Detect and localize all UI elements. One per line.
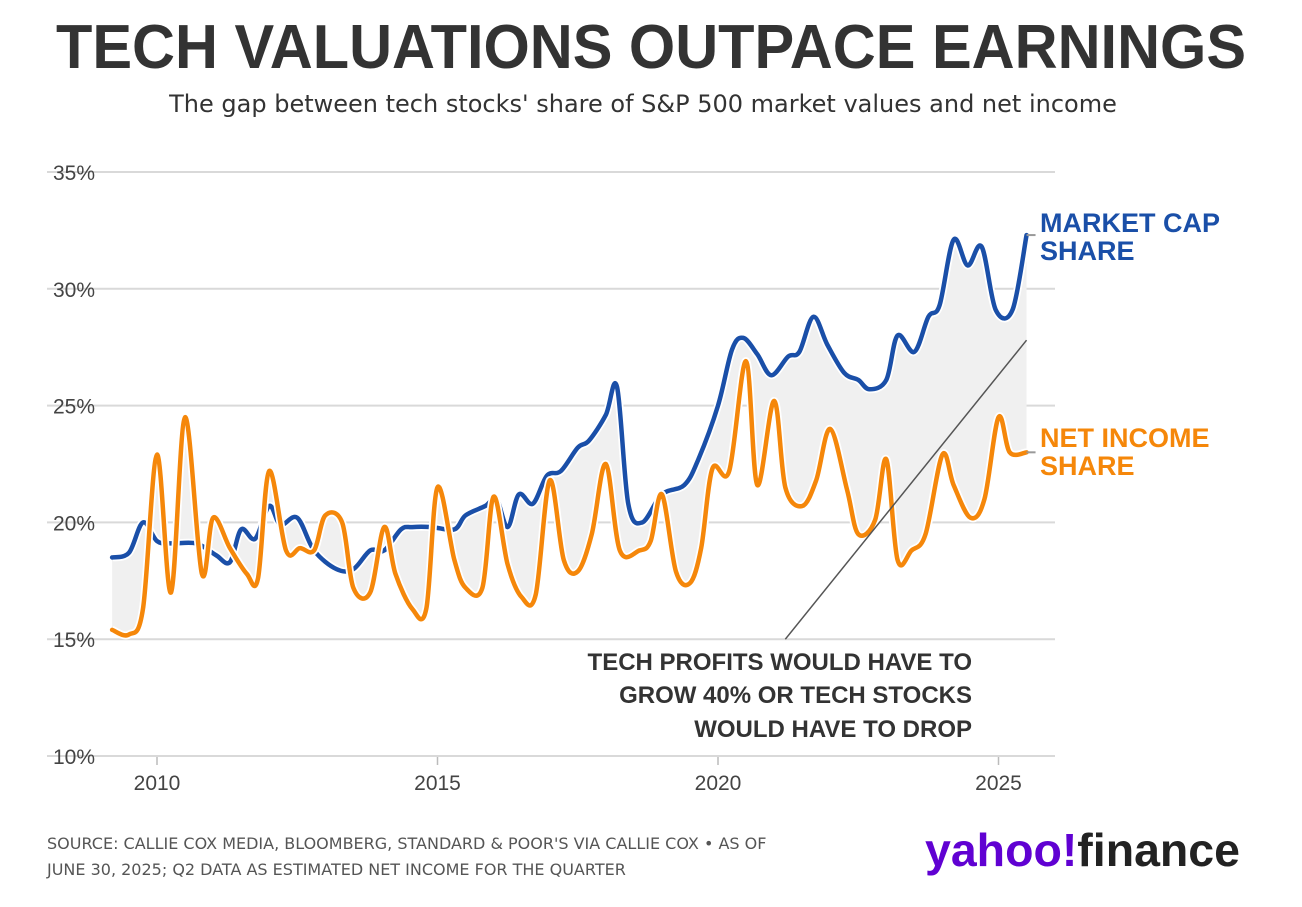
x-tick-label: 2010 (134, 772, 181, 795)
y-tick-label: 15% (53, 629, 95, 652)
annotation-line-2: GROW 40% OR TECH STOCKS (619, 682, 972, 709)
chart-subtitle: The gap between tech stocks' share of S&… (168, 90, 1117, 118)
source-line-2: JUNE 30, 2025; Q2 DATA AS ESTIMATED NET … (46, 860, 626, 879)
x-tick-label: 2020 (695, 772, 742, 795)
x-tick-label: 2015 (414, 772, 461, 795)
y-tick-label: 25% (53, 396, 95, 419)
label-net-income-line-1: NET INCOME (1040, 423, 1210, 453)
annotation-pointer (784, 339, 1028, 640)
net-income-line (109, 358, 1029, 638)
y-tick-label: 30% (53, 279, 95, 302)
yahoo-finance-logo: yahoo!finance (925, 824, 1240, 876)
x-axis: 2010 2015 2020 2025 (134, 757, 1022, 795)
market-cap-line (109, 232, 1029, 574)
logo-finance: finance (1077, 824, 1240, 876)
annotation: TECH PROFITS WOULD HAVE TO GROW 40% OR T… (588, 649, 972, 743)
label-market-cap-line-1: MARKET CAP (1040, 208, 1220, 238)
annotation-line-3: WOULD HAVE TO DROP (694, 716, 972, 743)
y-tick-label: 20% (53, 512, 95, 535)
y-tick-label: 35% (53, 162, 95, 185)
y-tick-label: 10% (53, 746, 95, 769)
series-lines (109, 232, 1036, 640)
source-line-1: SOURCE: CALLIE COX MEDIA, BLOOMBERG, STA… (47, 834, 766, 853)
label-market-cap-line-2: SHARE (1040, 236, 1135, 266)
x-tick-label: 2025 (975, 772, 1022, 795)
y-axis: 35% 30% 25% 20% 15% 10% (53, 162, 95, 769)
legend-market-cap: MARKET CAP SHARE (1040, 208, 1220, 266)
annotation-line-1: TECH PROFITS WOULD HAVE TO (588, 649, 972, 676)
logo-yahoo: yahoo! (925, 824, 1077, 876)
legend-net-income: NET INCOME SHARE (1040, 423, 1210, 481)
chart-title: TECH VALUATIONS OUTPACE EARNINGS (56, 13, 1246, 82)
label-net-income-line-2: SHARE (1040, 451, 1135, 481)
gap-area (112, 235, 1027, 636)
